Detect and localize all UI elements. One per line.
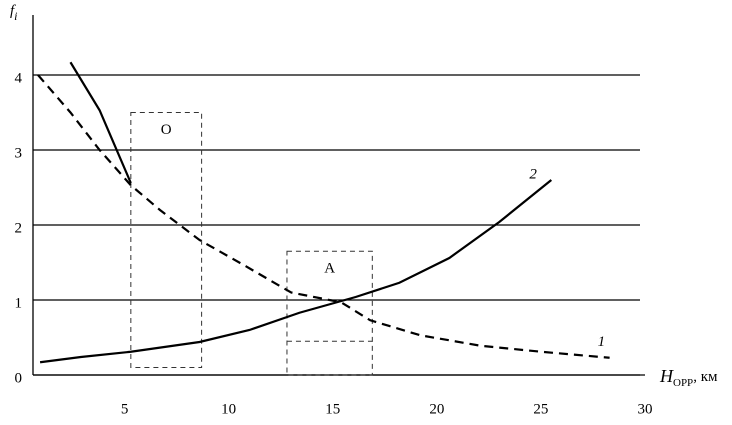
y-label-main: f [10, 3, 16, 19]
box [130, 112, 203, 368]
x-label-sub: ОРР [673, 377, 693, 389]
x-tick-label: 25 [533, 401, 548, 417]
series-label: 2 [529, 166, 537, 182]
series-line [39, 179, 553, 364]
x-label-main: H [659, 366, 674, 386]
x-tick-label: 15 [325, 401, 340, 417]
series-label: 1 [598, 334, 606, 350]
x-label-unit: , км [693, 369, 718, 385]
box-label: O [161, 122, 172, 138]
y-tick-label: 1 [15, 295, 23, 311]
series-line [69, 61, 132, 184]
box-label: A [324, 261, 335, 277]
series-line [37, 74, 610, 359]
box [286, 250, 373, 376]
x-tick-label: 10 [221, 401, 236, 417]
x-tick-label: 5 [121, 401, 129, 417]
y-tick-label: 2 [15, 220, 23, 236]
y-tick-label: 3 [15, 145, 23, 161]
y-axis-label: fi [10, 3, 18, 22]
y-tick-label: 4 [15, 70, 23, 86]
x-tick-label: 30 [638, 401, 653, 417]
y-tick-label: 0 [15, 370, 23, 386]
x-axis-label: HОРР, км [659, 366, 718, 388]
x-tick-label: 20 [429, 401, 444, 417]
y-label-sub: i [14, 9, 17, 23]
